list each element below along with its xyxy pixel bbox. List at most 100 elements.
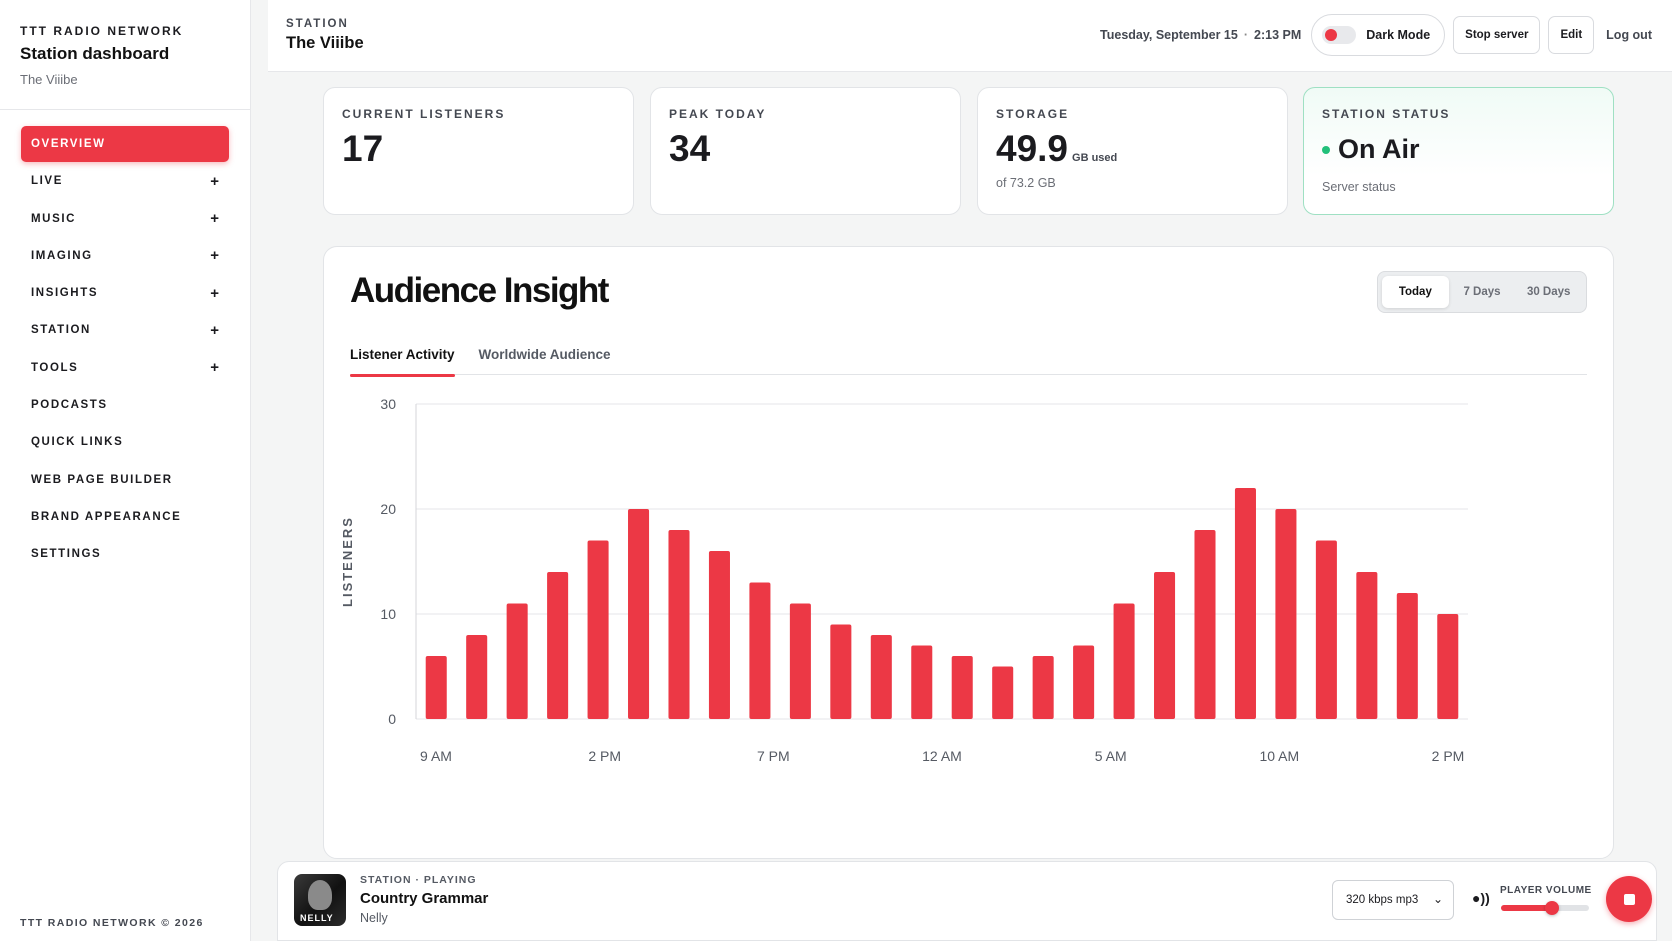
sidebar-item-music[interactable]: MUSIC + <box>21 201 229 237</box>
chart-bar <box>830 624 852 719</box>
sidebar-item-brand-appearance[interactable]: BRAND APPEARANCE <box>21 499 229 535</box>
chevron-down-icon: ⌄ <box>1432 892 1443 906</box>
card-value-row: 49.9 GB used <box>996 128 1117 170</box>
chart-bar <box>425 656 447 719</box>
quality-value: 320 kbps mp3 <box>1346 894 1419 906</box>
sidebar-item-label: TOOLS <box>31 361 79 374</box>
stream-quality-select[interactable]: 320 kbps mp3 ⌄ <box>1332 880 1454 920</box>
expand-plus-icon[interactable]: + <box>210 210 219 228</box>
sidebar-nav: OVERVIEW LIVE + MUSIC + IMAGING + INSIGHTS + STAT… <box>0 110 250 572</box>
volume-fill <box>1501 905 1553 911</box>
expand-plus-icon[interactable]: + <box>210 172 219 190</box>
tab-worldwide-audience[interactable]: Worldwide Audience <box>478 347 611 362</box>
station-label: STATION <box>286 18 349 30</box>
chart-bar <box>992 666 1014 719</box>
chart-bar <box>466 635 488 719</box>
dark-mode-toggle[interactable]: Dark Mode <box>1311 14 1446 56</box>
expand-plus-icon[interactable]: + <box>210 247 219 265</box>
sidebar-item-label: INSIGHTS <box>31 287 99 300</box>
speaker-icon[interactable]: ●)) <box>1472 890 1490 906</box>
listener-activity-chart: 0 10 20 30 LISTENERS 9 AM 2 PM 7 PM 12 AM 5 AM 10 … <box>340 396 1468 764</box>
date-separator: · <box>1243 28 1248 42</box>
chart-bar <box>708 551 730 719</box>
expand-plus-icon[interactable]: + <box>210 284 219 302</box>
sidebar-item-imaging[interactable]: IMAGING + <box>21 238 229 274</box>
sidebar-item-station[interactable]: STATION + <box>21 312 229 348</box>
x-tick-label: 12 AM <box>922 748 962 764</box>
expand-plus-icon[interactable]: + <box>210 321 219 339</box>
toggle-switch[interactable] <box>1322 26 1357 44</box>
date-text: Tuesday, September 15 <box>1100 28 1238 42</box>
sidebar-item-settings[interactable]: SETTINGS <box>21 536 229 572</box>
brand-block: TTT RADIO NETWORK Station dashboard The … <box>0 0 250 110</box>
sidebar-footer: TTT RADIO NETWORK © 2026 <box>20 917 204 929</box>
sidebar-item-insights[interactable]: INSIGHTS + <box>21 275 229 311</box>
y-tick-label: 30 <box>380 396 396 412</box>
now-playing-label: STATION · PLAYING <box>360 874 477 886</box>
chart-bar <box>1073 645 1095 719</box>
sidebar-item-quick-links[interactable]: QUICK LINKS <box>21 424 229 460</box>
y-tick-label: 0 <box>388 711 396 727</box>
sidebar-item-label: SETTINGS <box>31 548 102 561</box>
status-dot-icon <box>1322 145 1330 154</box>
volume-handle[interactable] <box>1545 901 1560 915</box>
time-text: 2:13 PM <box>1254 28 1302 42</box>
audience-insight-panel: Audience Insight Today 7 Days 30 Days List… <box>323 246 1614 859</box>
sidebar-item-web-page-builder[interactable]: WEB PAGE BUILDER <box>21 462 229 498</box>
chart-bar <box>749 582 771 719</box>
y-tick-label: 10 <box>380 606 396 622</box>
chart-bar <box>1194 530 1216 719</box>
sidebar-item-podcasts[interactable]: PODCASTS <box>21 387 229 423</box>
volume-slider[interactable] <box>1501 901 1589 915</box>
range-option-today[interactable]: Today <box>1382 276 1449 308</box>
chart-bar <box>547 572 569 719</box>
chart-bar <box>870 635 892 719</box>
storage-unit: GB used <box>1072 152 1118 164</box>
sidebar-item-label: PODCASTS <box>31 399 108 412</box>
x-tick-label: 2 PM <box>1432 748 1465 764</box>
card-label: STORAGE <box>996 107 1070 121</box>
sidebar-item-live[interactable]: LIVE + <box>21 163 229 199</box>
station-name: The Viiibe <box>286 34 364 52</box>
logout-link[interactable]: Log out <box>1606 28 1652 42</box>
sidebar-item-label: IMAGING <box>31 249 93 262</box>
stop-server-button[interactable]: Stop server <box>1453 16 1541 54</box>
header-actions: Tuesday, September 15 · 2:13 PM Dark Mode … <box>1100 14 1652 56</box>
range-option-30-days[interactable]: 30 Days <box>1526 286 1571 298</box>
card-label: CURRENT LISTENERS <box>342 107 506 121</box>
storage-total: of 73.2 GB <box>996 176 1056 190</box>
sidebar: TTT RADIO NETWORK Station dashboard The … <box>0 0 251 941</box>
dark-mode-label: Dark Mode <box>1366 28 1431 42</box>
top-bar: STATION The Viiibe Tuesday, September 15… <box>268 0 1672 72</box>
chart-bar <box>668 530 690 719</box>
y-tick-label: 20 <box>380 501 396 517</box>
current-listeners-card: CURRENT LISTENERS 17 <box>323 87 634 215</box>
sidebar-item-tools[interactable]: TOOLS + <box>21 350 229 386</box>
sidebar-item-label: LIVE <box>31 175 63 188</box>
x-tick-label: 7 PM <box>757 748 790 764</box>
chart-bar <box>1275 509 1297 719</box>
edit-button[interactable]: Edit <box>1548 16 1595 54</box>
range-option-7-days[interactable]: 7 Days <box>1463 286 1501 298</box>
network-name: TTT RADIO NETWORK <box>20 24 184 38</box>
storage-card: STORAGE 49.9 GB used of 73.2 GB <box>977 87 1288 215</box>
x-tick-label: 5 AM <box>1095 748 1127 764</box>
y-axis-label: LISTENERS <box>340 516 355 607</box>
toggle-knob <box>1325 29 1338 41</box>
expand-plus-icon[interactable]: + <box>210 359 219 377</box>
sidebar-item-label: QUICK LINKS <box>31 436 124 449</box>
sidebar-item-label: OVERVIEW <box>31 138 106 150</box>
x-tick-label: 2 PM <box>588 748 621 764</box>
album-art-text: NELLY <box>300 913 334 923</box>
chart-bar <box>587 540 609 719</box>
tab-listener-activity[interactable]: Listener Activity <box>350 345 455 377</box>
track-artist: Nelly <box>360 911 388 925</box>
status-row: On Air <box>1322 134 1420 165</box>
chart-bar <box>1113 603 1135 719</box>
chart-bar <box>789 603 811 719</box>
stop-button[interactable] <box>1606 876 1652 922</box>
sidebar-item-overview[interactable]: OVERVIEW <box>21 126 229 162</box>
storage-value: 49.9 <box>996 128 1069 169</box>
card-value: 17 <box>342 128 384 169</box>
card-label: PEAK TODAY <box>669 107 767 121</box>
